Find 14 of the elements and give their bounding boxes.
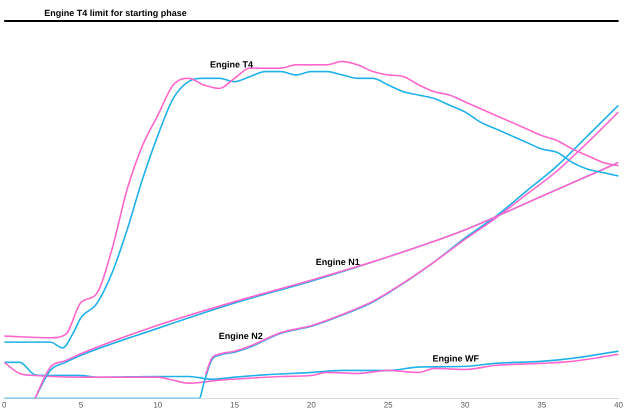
x-tick-label: 5 — [78, 400, 84, 410]
annotation: Engine T4 — [210, 60, 254, 70]
annotation: Engine N2 — [218, 330, 263, 341]
x-tick-label: 25 — [384, 400, 394, 410]
x-tick-label: 20 — [306, 400, 316, 410]
x-tick-label: 40 — [614, 400, 624, 410]
x-tick-label: 30 — [460, 400, 470, 410]
x-tick-label: 15 — [230, 400, 240, 410]
annotation: Engine N1 — [316, 256, 360, 267]
ref-line-label: Engine T4 limit for starting phase — [44, 8, 187, 18]
annotation: Engine WF — [432, 353, 480, 364]
x-tick-label: 0 — [2, 400, 7, 410]
x-tick-label: 10 — [153, 400, 163, 410]
x-tick-label: 35 — [537, 400, 547, 410]
